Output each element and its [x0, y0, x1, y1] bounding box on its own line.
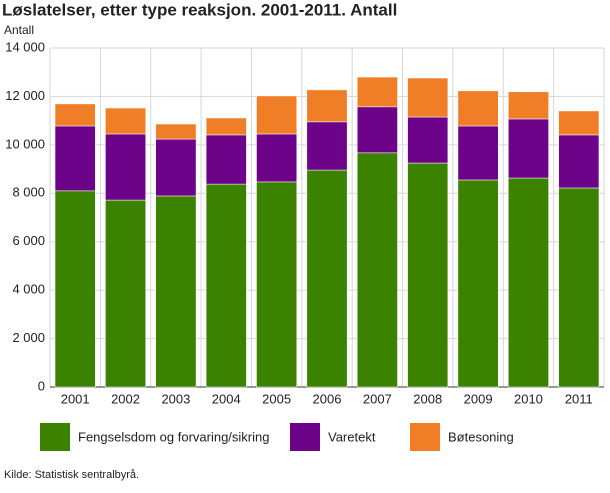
bar-segment: [54, 103, 96, 127]
bar-segment: [457, 125, 499, 181]
x-tick-label: 2005: [262, 391, 291, 406]
bar-segment: [105, 133, 146, 201]
bar-segment: [356, 106, 398, 154]
y-tick-label: 6 000: [12, 233, 45, 248]
y-tick-label: 0: [38, 378, 45, 393]
source: Kilde: Statistisk sentralbyrå.: [4, 469, 139, 481]
y-axis-label: Antall: [4, 23, 34, 37]
x-tick-label: 2004: [212, 391, 241, 406]
bar-segment: [205, 183, 247, 388]
legend-label: Varetekt: [328, 429, 376, 444]
bar-segment: [508, 177, 549, 388]
y-tick-label: 2 000: [12, 330, 45, 345]
bar-segment: [155, 138, 197, 197]
bar-segment: [558, 134, 600, 189]
legend-label: Fengselsdom og forvaring/sikring: [78, 429, 269, 444]
y-tick-label: 10 000: [5, 136, 45, 151]
y-tick-label: 12 000: [5, 88, 45, 103]
x-tick-label: 2001: [61, 391, 90, 406]
y-tick-label: 8 000: [12, 185, 45, 200]
bar-segment: [256, 181, 298, 388]
bar-segment: [407, 77, 449, 118]
bar-segment: [558, 110, 600, 136]
x-tick-label: 2009: [464, 391, 493, 406]
bar-segment: [306, 89, 348, 123]
bar-segment: [256, 95, 298, 135]
bar-segment: [356, 152, 398, 388]
bar-segment: [105, 199, 146, 388]
bar-segment: [356, 76, 398, 108]
bar-segment: [105, 107, 146, 135]
bar-segment: [407, 116, 449, 164]
x-tick-label: 2007: [363, 391, 392, 406]
x-tick-label: 2006: [313, 391, 342, 406]
bar-segment: [457, 90, 499, 127]
bar-segment: [306, 169, 348, 388]
bar-segment: [256, 133, 298, 183]
bar-segment: [54, 125, 96, 192]
y-tick-label: 4 000: [12, 282, 45, 297]
bar-segment: [306, 121, 348, 171]
legend-label: Bøtesoning: [448, 429, 514, 444]
bar-segment: [54, 190, 96, 388]
bar-segment: [457, 179, 499, 388]
x-tick-label: 2008: [413, 391, 442, 406]
bar-segment: [407, 162, 449, 388]
bar-segment: [508, 91, 549, 120]
bar-segment: [155, 195, 197, 388]
bar-segment: [205, 117, 247, 136]
bar-segment: [508, 118, 549, 179]
x-tick-label: 2010: [514, 391, 543, 406]
legend-swatch: [290, 423, 320, 451]
legend-swatch: [40, 423, 70, 451]
bar-segment: [205, 134, 247, 185]
x-tick-label: 2003: [161, 391, 190, 406]
bar-segment: [558, 187, 600, 388]
x-tick-label: 2002: [111, 391, 140, 406]
bar-segment: [155, 123, 197, 140]
chart-title: Løslatelser, etter type reaksjon. 2001-2…: [2, 0, 397, 19]
x-tick-label: 2011: [565, 391, 593, 406]
y-tick-label: 14 000: [5, 39, 45, 54]
legend-swatch: [410, 423, 440, 451]
